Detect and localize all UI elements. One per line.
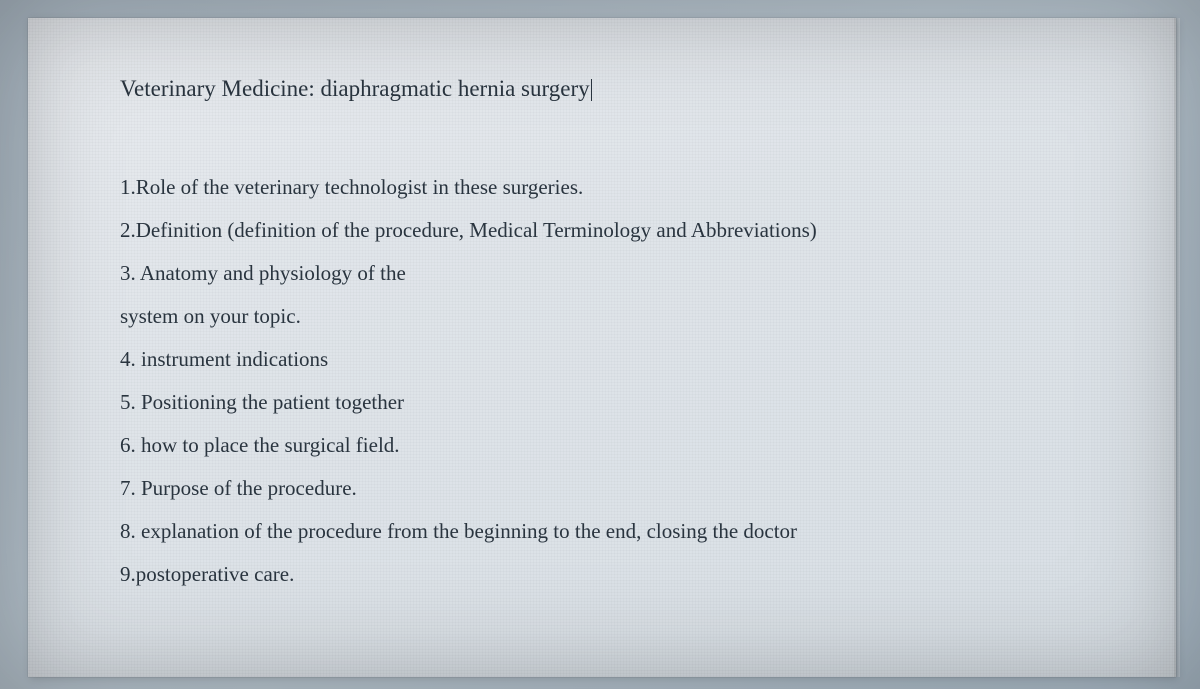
outline-list: 1.Role of the veterinary technologist in… [120,166,1084,596]
list-item: 1.Role of the veterinary technologist in… [120,166,1084,209]
list-item: 6. how to place the surgical field. [120,424,1084,467]
list-item: 7. Purpose of the procedure. [120,467,1084,510]
list-item: 9.postoperative care. [120,553,1084,596]
list-item: 5. Positioning the patient together [120,381,1084,424]
list-item: 4. instrument indications [120,338,1084,381]
document-page: Veterinary Medicine: diaphragmatic herni… [28,18,1176,677]
list-item: 2.Definition (definition of the procedur… [120,209,1084,252]
list-item: 3. Anatomy and physiology of the [120,252,1084,295]
document-title: Veterinary Medicine: diaphragmatic herni… [120,76,1084,102]
list-item: system on your topic. [120,295,1084,338]
list-item: 8. explanation of the procedure from the… [120,510,1084,553]
